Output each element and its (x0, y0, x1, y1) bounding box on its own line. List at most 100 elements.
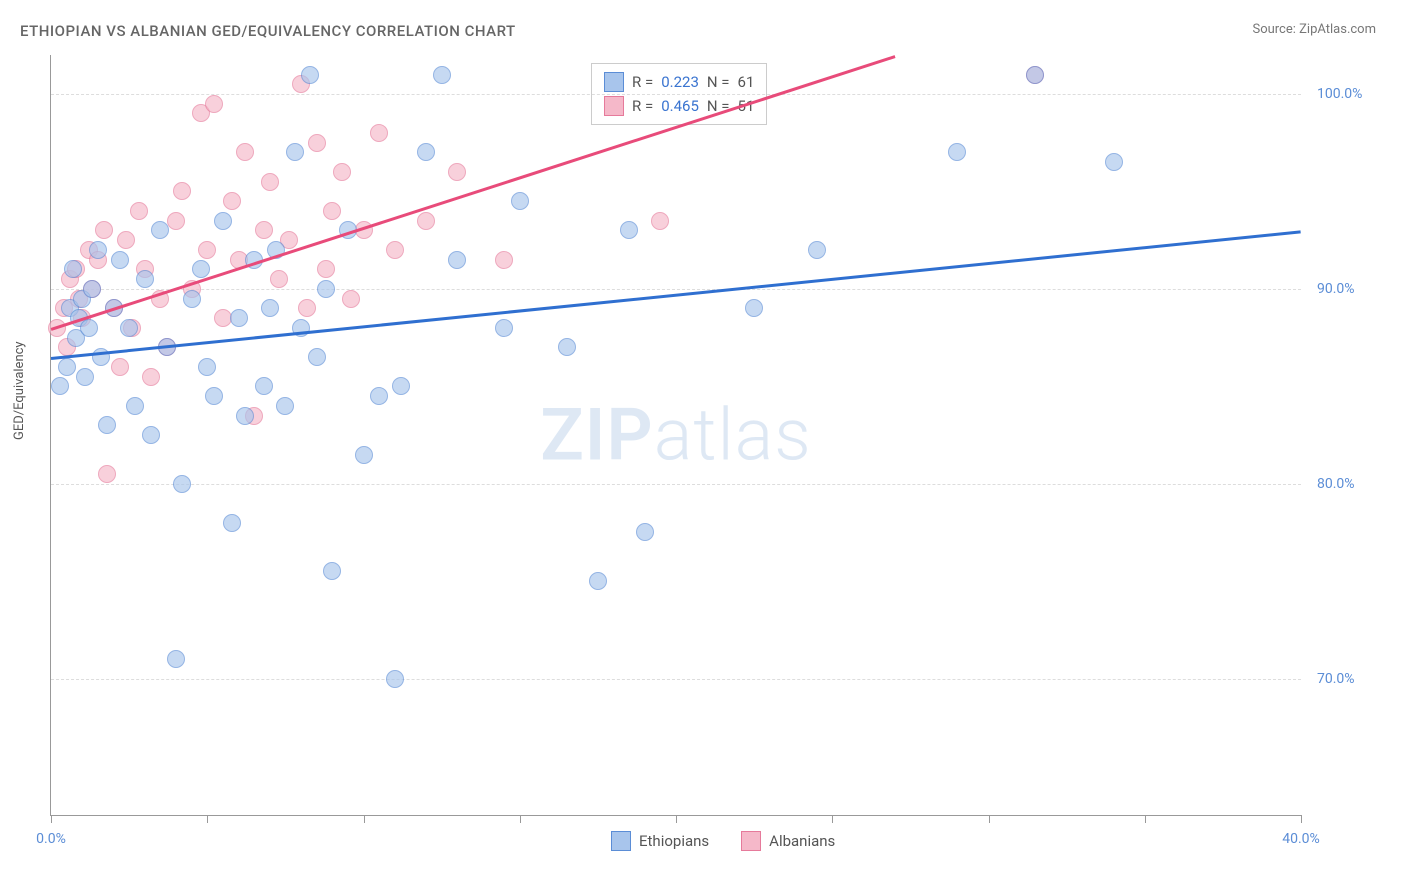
albanians-point (308, 134, 326, 152)
x-tick (520, 815, 521, 823)
ethiopians-point (808, 241, 826, 259)
albanians-point (142, 368, 160, 386)
n-label: N = (707, 70, 730, 94)
ethiopians-point (276, 397, 294, 415)
ethiopians-point (223, 514, 241, 532)
ethiopians-point (151, 221, 169, 239)
y-axis-label: GED/Equivalency (12, 341, 27, 440)
x-tick-label: 40.0% (1282, 831, 1320, 847)
watermark-light: atlas (654, 393, 812, 478)
albanians-point (173, 182, 191, 200)
gridline (51, 679, 1301, 680)
x-tick (207, 815, 208, 823)
albanians-point (323, 202, 341, 220)
series-label: Albanians (769, 832, 835, 850)
x-tick (989, 815, 990, 823)
ethiopians-point (620, 221, 638, 239)
ethiopians-point (58, 358, 76, 376)
legend-row: R = 0.465 N = 51 (604, 94, 754, 118)
gridline (51, 94, 1301, 95)
x-tick (51, 815, 52, 823)
ethiopians-point (230, 309, 248, 327)
albanians-point (95, 221, 113, 239)
albanians-point (130, 202, 148, 220)
ethiopians-point (558, 338, 576, 356)
ethiopians-point (511, 192, 529, 210)
r-label: R = (632, 70, 653, 94)
x-tick (1145, 815, 1146, 823)
watermark: ZIPatlas (540, 393, 812, 478)
albanians-point (261, 173, 279, 191)
chart-container: ETHIOPIAN VS ALBANIAN GED/EQUIVALENCY CO… (0, 0, 1406, 892)
ethiopians-point (236, 407, 254, 425)
albanians-point (198, 241, 216, 259)
r-label: R = (632, 94, 653, 118)
albanians-point (298, 299, 316, 317)
x-tick (364, 815, 365, 823)
albanians-point (333, 163, 351, 181)
x-tick-label: 0.0% (36, 831, 66, 847)
albanians-point (223, 192, 241, 210)
ethiopians-point (386, 670, 404, 688)
ethiopians-point (948, 143, 966, 161)
plot-area: ZIPatlas R = 0.223 N = 61R = 0.465 N = 5… (50, 55, 1301, 816)
ethiopians-point (495, 319, 513, 337)
ethiopians-point (323, 562, 341, 580)
y-tick-label: 100.0% (1317, 86, 1387, 102)
ethiopians-point (83, 280, 101, 298)
ethiopians-point (448, 251, 466, 269)
series-legend: Ethiopians Albanians (611, 831, 835, 851)
ethiopians-point (98, 416, 116, 434)
legend-swatch (611, 831, 631, 851)
albanians-point (255, 221, 273, 239)
albanians-point (205, 95, 223, 113)
ethiopians-point (192, 260, 210, 278)
series-legend-item: Albanians (741, 831, 835, 851)
legend-swatch (604, 72, 624, 92)
n-value: 61 (738, 70, 755, 94)
albanians-point (386, 241, 404, 259)
source-label: Source: ZipAtlas.com (1252, 22, 1376, 37)
ethiopians-point (205, 387, 223, 405)
y-tick-label: 80.0% (1317, 476, 1387, 492)
y-tick-label: 90.0% (1317, 281, 1387, 297)
ethiopians-point (167, 650, 185, 668)
ethiopians-point (286, 143, 304, 161)
ethiopians-point (589, 572, 607, 590)
albanians-point (651, 212, 669, 230)
r-value: 0.223 (661, 70, 699, 94)
ethiopians-point (255, 377, 273, 395)
ethiopians-point (142, 426, 160, 444)
albanians-point (236, 143, 254, 161)
ethiopians-point (417, 143, 435, 161)
ethiopians-point (261, 299, 279, 317)
legend-swatch (604, 96, 624, 116)
albanians-point (342, 290, 360, 308)
ethiopians-point (370, 387, 388, 405)
ethiopians-point (301, 66, 319, 84)
albanians-point (417, 212, 435, 230)
ethiopians-point (317, 280, 335, 298)
ethiopians-point (64, 260, 82, 278)
ethiopians-point (433, 66, 451, 84)
albanians-point (111, 358, 129, 376)
ethiopians-point (1026, 66, 1044, 84)
series-legend-item: Ethiopians (611, 831, 709, 851)
gridline (51, 289, 1301, 290)
ethiopians-point (392, 377, 410, 395)
ethiopians-point (355, 446, 373, 464)
albanians-point (370, 124, 388, 142)
ethiopians-point (89, 241, 107, 259)
ethiopians-point (214, 212, 232, 230)
ethiopians-point (126, 397, 144, 415)
x-tick (676, 815, 677, 823)
watermark-bold: ZIP (540, 393, 653, 478)
legend-row: R = 0.223 N = 61 (604, 70, 754, 94)
ethiopians-point (111, 251, 129, 269)
ethiopians-point (183, 290, 201, 308)
legend-swatch (741, 831, 761, 851)
ethiopians-point (745, 299, 763, 317)
y-tick-label: 70.0% (1317, 671, 1387, 687)
albanians-point (167, 212, 185, 230)
ethiopians-point (308, 348, 326, 366)
